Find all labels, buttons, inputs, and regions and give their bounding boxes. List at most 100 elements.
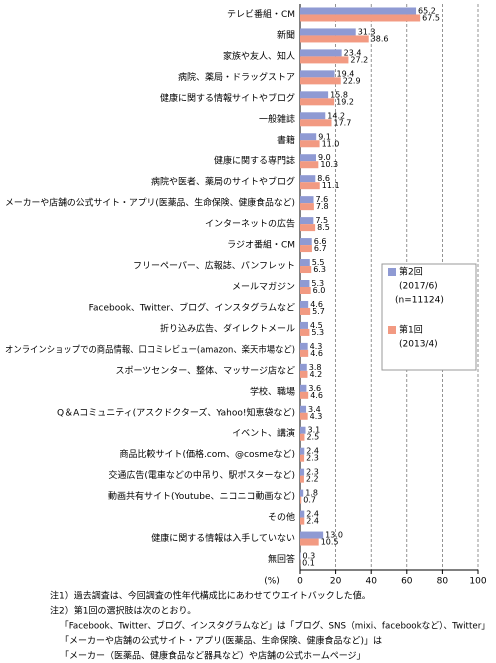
value-label: 3.4: [308, 405, 321, 414]
legend-label: 第1回: [399, 324, 423, 336]
value-label: 0.3: [303, 552, 316, 561]
bar: [300, 307, 311, 315]
value-label: 4.6: [310, 391, 323, 400]
bar: [300, 405, 307, 413]
bar: [300, 98, 335, 106]
value-label: 67.5: [422, 13, 440, 22]
bar: [300, 391, 309, 399]
value-label: 65.2: [418, 6, 436, 15]
bar: [300, 300, 309, 308]
value-label: 19.4: [337, 69, 355, 78]
category-label: メールマガジン: [232, 282, 295, 293]
category-label: 交通広告(電車などの中吊り、駅ポスターなど): [108, 469, 295, 481]
value-label: 6.3: [313, 265, 326, 274]
category-label: スポーツセンター、整体、マッサージ店など: [115, 364, 295, 376]
bar: [300, 447, 305, 455]
value-label: 2.3: [306, 468, 319, 477]
value-label: 22.9: [343, 76, 361, 85]
note: 注1）過去調査は、今回調査の性年代構成比にあわせてウエイトバックした値。: [50, 590, 371, 602]
legend-label: 第2回: [399, 266, 423, 278]
value-label: 3.6: [308, 384, 321, 393]
category-label: 一般雑誌: [259, 113, 295, 125]
category-label: 新聞: [277, 29, 295, 41]
bar: [300, 119, 332, 127]
category-label: ラジオ番組・CM: [227, 239, 295, 251]
value-label: 10.5: [321, 538, 339, 547]
x-axis-label: (%): [264, 577, 280, 587]
bar: [300, 321, 309, 329]
category-label: 健康に関する情報は入手していない: [151, 532, 295, 544]
value-label: 38.6: [371, 34, 389, 43]
bar: [300, 28, 356, 36]
note: 「メーカーや店舗の公式サイト・アプリ(医薬品、生命保険、健康食品など)」は: [60, 635, 382, 647]
bar: [300, 384, 307, 392]
bar: [300, 468, 305, 476]
value-label: 4.5: [310, 321, 323, 330]
bar: [300, 370, 308, 378]
bar: [300, 133, 317, 141]
value-label: 15.8: [330, 90, 348, 99]
note: 「メーカー（医薬品、健康食品など器具など）や店舗の公式ホームページ」: [60, 650, 366, 662]
category-label: インターネットの広告: [205, 218, 295, 230]
value-label: 1.8: [305, 489, 318, 498]
bar: [300, 224, 316, 232]
bar: [300, 7, 417, 15]
bar: [300, 14, 421, 22]
value-label: 9.1: [318, 132, 331, 141]
bar: [300, 349, 309, 357]
value-label: 3.8: [309, 363, 322, 372]
bar: [300, 426, 306, 434]
bar: [300, 510, 305, 518]
legend-sample: (n=11124): [395, 296, 444, 306]
category-label: 病院や医者、薬局のサイトやブログ: [151, 176, 295, 188]
value-label: 4.6: [310, 349, 323, 358]
value-label: 13.0: [325, 531, 343, 540]
bar: [300, 287, 311, 294]
value-label: 4.2: [309, 370, 322, 379]
bar: [300, 266, 312, 274]
category-label: 書籍: [277, 134, 295, 146]
legend-swatch: [388, 268, 396, 276]
value-label: 6.6: [314, 237, 327, 246]
category-label: メーカーや店舗の公式サイト・アプリ(医薬品、生命保険、健康食品など): [5, 197, 295, 209]
bar: [300, 182, 320, 190]
value-label: 7.5: [315, 216, 328, 225]
note: 注2）第1回の選択肢は次のとおり。: [50, 605, 196, 617]
value-label: 0.7: [303, 496, 316, 505]
legend-swatch: [388, 326, 396, 334]
x-tick-label: 100: [469, 577, 486, 587]
value-label: 11.1: [322, 181, 340, 190]
bar: [300, 475, 304, 483]
value-label: 2.4: [306, 517, 319, 526]
bar: [300, 496, 302, 504]
value-label: 3.1: [308, 426, 321, 435]
value-label: 2.3: [306, 454, 319, 463]
value-label: 10.3: [320, 160, 338, 169]
x-tick-label: 20: [330, 577, 342, 587]
bar: [300, 280, 310, 287]
bar: [300, 70, 335, 78]
bar: [300, 196, 314, 204]
value-label: 8.5: [317, 223, 330, 232]
category-label: テレビ番組・CM: [227, 8, 295, 20]
value-label: 6.7: [314, 244, 327, 253]
category-label: 動画共有サイト(Youtube、ニコニコ動画など): [108, 490, 295, 502]
bar: [300, 91, 329, 99]
value-label: 23.4: [344, 48, 362, 57]
bar: [300, 217, 314, 225]
category-label: Q＆Aコミュニティ(アスクドクターズ、Yahoo!知恵袋など): [57, 406, 295, 418]
value-label: 8.6: [317, 174, 330, 183]
bar: [300, 517, 305, 525]
legend-period: (2017/6): [399, 282, 438, 292]
category-label: フリーペーパー、広報誌、パンフレット: [133, 260, 295, 272]
value-label: 7.8: [316, 202, 329, 211]
x-tick-label: 80: [437, 577, 449, 587]
bar: [300, 245, 312, 253]
bar: [300, 49, 342, 57]
value-label: 7.6: [316, 195, 329, 204]
value-label: 31.3: [358, 27, 376, 36]
value-label: 17.7: [334, 118, 352, 127]
value-label: 19.2: [336, 97, 354, 106]
x-tick-label: 40: [365, 577, 377, 587]
